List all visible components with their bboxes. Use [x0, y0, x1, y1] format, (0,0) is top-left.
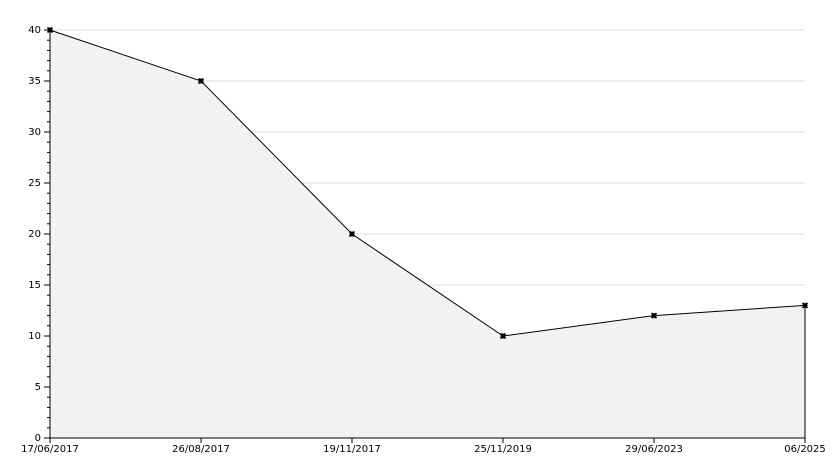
area — [50, 30, 805, 438]
x-tick-label: 17/06/2017 — [21, 444, 79, 455]
marker — [499, 332, 507, 340]
x-tick-label: 06/2025 — [784, 444, 826, 455]
y-tick-label: 15 — [28, 280, 41, 291]
x-tick-label: 29/06/2023 — [625, 444, 683, 455]
marker — [348, 230, 356, 238]
x-tick-label: 25/11/2019 — [474, 444, 532, 455]
y-tick-label: 5 — [35, 382, 41, 393]
x-tick-label: 19/11/2017 — [323, 444, 381, 455]
line — [49, 29, 806, 337]
marker — [197, 77, 205, 85]
y-tick-label: 25 — [28, 178, 41, 189]
y-tick-label: 10 — [28, 331, 41, 342]
marker — [650, 312, 658, 319]
y-tick-label: 0 — [35, 433, 41, 444]
y-tick-label: 30 — [28, 127, 41, 138]
x-tick-label: 26/08/2017 — [172, 444, 230, 455]
y-tick-label: 20 — [28, 229, 41, 240]
y-tick-label: 40 — [28, 25, 41, 36]
y-tick-label: 35 — [28, 76, 41, 87]
